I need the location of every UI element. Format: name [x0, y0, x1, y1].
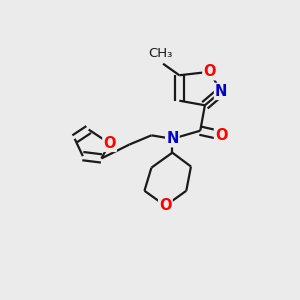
Text: N: N: [215, 84, 227, 99]
Text: O: O: [103, 136, 116, 151]
Text: O: O: [159, 198, 172, 213]
Text: O: O: [215, 128, 227, 143]
Text: N: N: [166, 131, 178, 146]
Text: O: O: [203, 64, 216, 79]
Text: CH₃: CH₃: [148, 47, 173, 60]
